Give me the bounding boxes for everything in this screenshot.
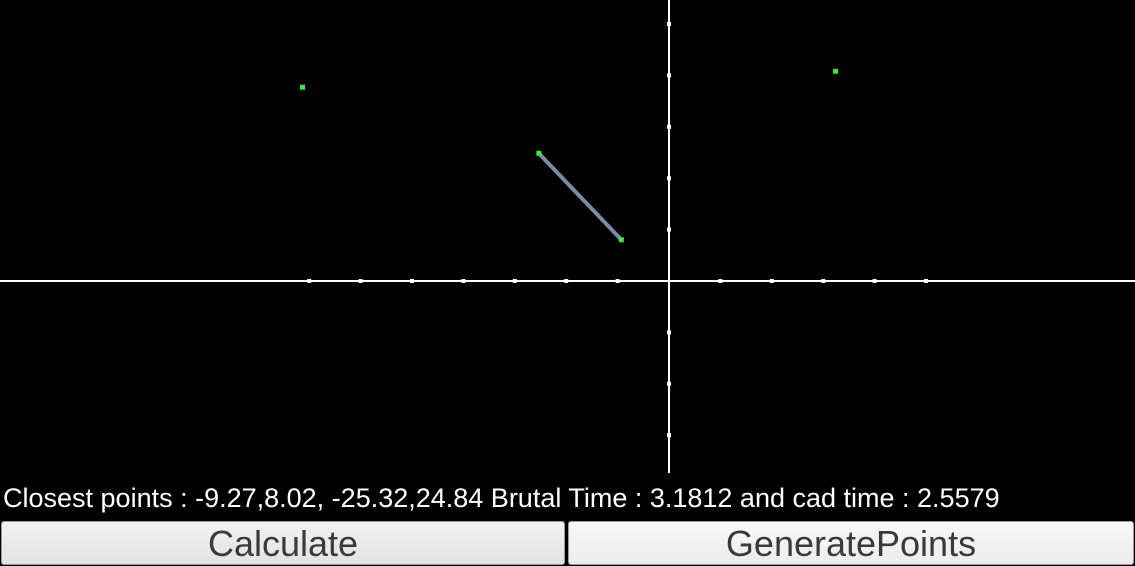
x-axis-tick xyxy=(512,279,517,283)
y-axis-tick xyxy=(667,73,671,78)
axis-ticks xyxy=(307,22,928,438)
data-point xyxy=(300,84,306,90)
x-axis-tick xyxy=(358,279,363,283)
x-axis-tick xyxy=(769,279,774,283)
y-axis-tick xyxy=(667,330,671,335)
y-axis-tick xyxy=(667,433,671,438)
x-axis-tick xyxy=(821,279,826,283)
y-axis-tick xyxy=(667,124,671,129)
x-axis-tick xyxy=(872,279,877,283)
closest-pair-link-layer xyxy=(536,151,624,242)
x-axis-tick xyxy=(615,279,620,283)
x-axis-tick xyxy=(461,279,466,283)
points-layer xyxy=(300,68,839,243)
data-point xyxy=(618,237,624,243)
x-axis-tick xyxy=(718,279,723,283)
result-status-text: Closest points : -9.27,8.02, -25.32,24.8… xyxy=(3,483,1000,513)
closest-pair-line xyxy=(536,151,624,242)
x-axis-tick xyxy=(307,279,312,283)
x-axis-tick xyxy=(924,279,928,283)
y-axis-tick xyxy=(667,381,671,386)
data-point xyxy=(833,68,839,74)
y-axis-tick xyxy=(667,227,671,232)
plot-canvas xyxy=(0,0,1135,473)
plot-svg xyxy=(0,0,1135,473)
axes xyxy=(0,0,1135,473)
y-axis-tick xyxy=(667,176,671,181)
generate-points-button[interactable]: GeneratePoints xyxy=(568,521,1134,565)
x-axis-tick xyxy=(410,279,414,283)
data-point xyxy=(536,150,542,156)
x-axis-tick xyxy=(564,279,569,283)
y-axis-tick xyxy=(667,22,671,26)
calculate-button[interactable]: Calculate xyxy=(1,521,565,565)
